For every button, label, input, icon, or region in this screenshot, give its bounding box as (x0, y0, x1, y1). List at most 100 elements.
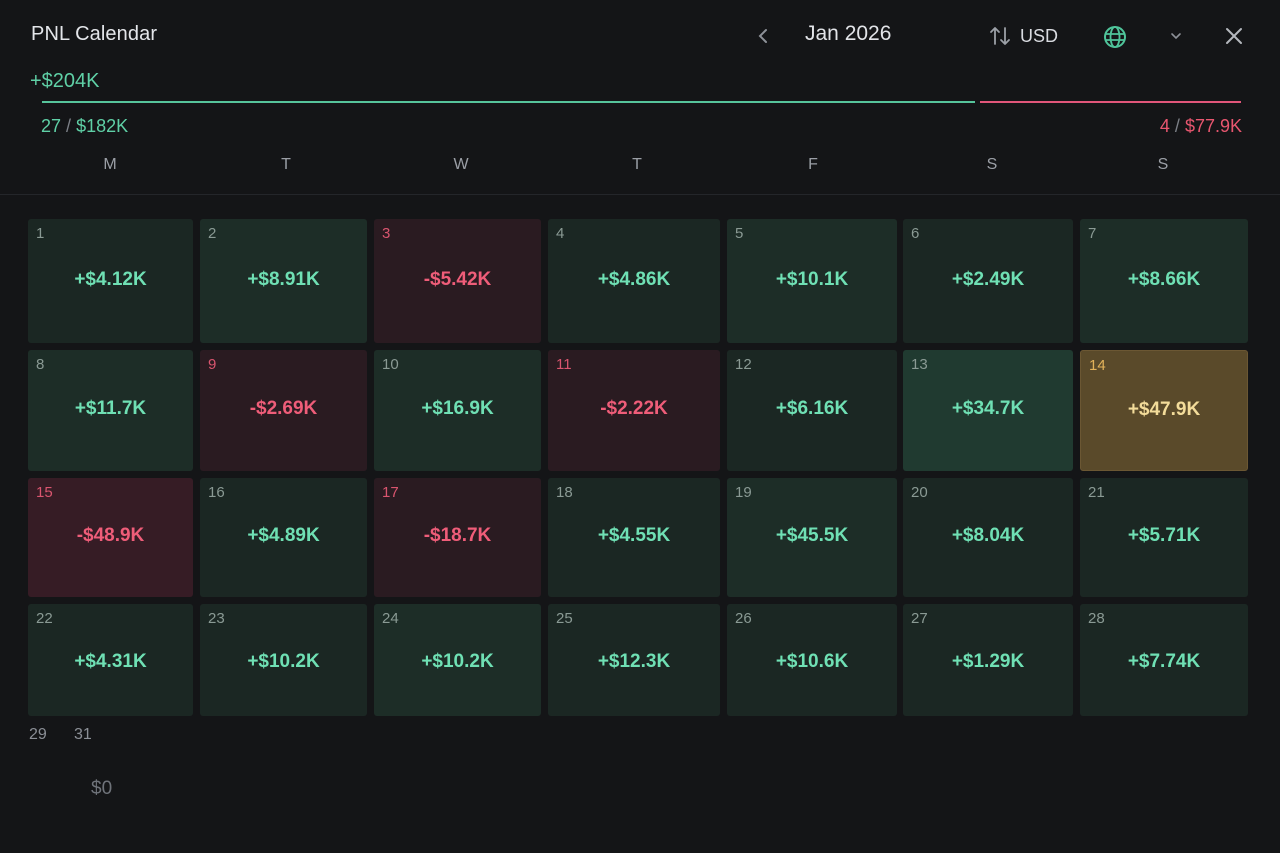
day-cell[interactable]: 4 +$4.86K (548, 219, 720, 343)
weekday-wed: W (453, 156, 469, 173)
day-number: 19 (735, 484, 752, 501)
loss-separator: / (1174, 116, 1180, 136)
win-count: 27 (41, 116, 62, 136)
day-pnl-value: -$2.69K (249, 398, 318, 419)
day-cell[interactable]: 25 +$12.3K (548, 604, 720, 716)
day-cell[interactable]: 8 +$11.7K (28, 350, 193, 471)
day-pnl-value: +$1.29K (951, 651, 1025, 672)
day-number: 14 (1089, 357, 1106, 374)
day-number: 8 (36, 356, 45, 373)
day-cell[interactable]: 3 -$5.42K (374, 219, 541, 343)
day-pnl-value: +$8.04K (951, 525, 1025, 546)
day-pnl-value: +$10.1K (775, 269, 849, 290)
day-number: 18 (556, 484, 573, 501)
loss-amount: $77.9K (1184, 116, 1242, 136)
day-pnl-value: -$5.42K (423, 269, 492, 290)
globe-icon (1104, 26, 1126, 48)
day-number: 21 (1088, 484, 1105, 501)
chevron-down-icon (1171, 33, 1181, 40)
day-cell[interactable]: 7 +$8.66K (1080, 219, 1248, 343)
day-pnl-value: +$5.71K (1127, 525, 1201, 546)
day-cell[interactable]: 23 +$10.2K (200, 604, 367, 716)
day-cell[interactable]: 22 +$4.31K (28, 604, 193, 716)
day-number: 26 (735, 610, 752, 627)
day-cell[interactable]: 12 +$6.16K (727, 350, 897, 471)
day-number: 22 (36, 610, 53, 627)
day-cell[interactable]: 6 +$2.49K (903, 219, 1073, 343)
day-number: 7 (1088, 225, 1097, 242)
day-cell[interactable]: 27 +$1.29K (903, 604, 1073, 716)
page-title: PNL Calendar (31, 23, 158, 45)
day-pnl-value: +$45.5K (775, 525, 849, 546)
weekday-fri: F (808, 156, 818, 173)
day-31-label: 31 (74, 726, 92, 743)
close-icon (1226, 28, 1242, 44)
win-summary: 27 / $182K (41, 116, 128, 137)
win-separator: / (66, 116, 72, 136)
day-number: 20 (911, 484, 928, 501)
day-cell[interactable]: 13 +$34.7K (903, 350, 1073, 471)
weekday-sat: S (986, 156, 998, 173)
prev-month-button[interactable] (750, 22, 776, 50)
day-cell[interactable]: 10 +$16.9K (374, 350, 541, 471)
win-ratio-bar (42, 101, 975, 103)
day-number: 15 (36, 484, 53, 501)
day-cell[interactable]: 18 +$4.55K (548, 478, 720, 597)
day-cell[interactable]: 17 -$18.7K (374, 478, 541, 597)
day-cell[interactable]: 24 +$10.2K (374, 604, 541, 716)
day-cell[interactable]: 11 -$2.22K (548, 350, 720, 471)
day-cell[interactable]: 5 +$10.1K (727, 219, 897, 343)
day-number: 17 (382, 484, 399, 501)
month-label[interactable]: Jan 2026 (805, 22, 892, 45)
day-cell[interactable]: 2 +$8.91K (200, 219, 367, 343)
weekday-thu: T (632, 156, 642, 173)
day-cell[interactable]: 1 +$4.12K (28, 219, 193, 343)
day-number: 13 (911, 356, 928, 373)
options-dropdown-button[interactable] (1164, 24, 1188, 48)
day-number: 1 (36, 225, 45, 242)
day-pnl-value: +$10.2K (421, 651, 494, 672)
win-amount: $182K (76, 116, 129, 136)
chevron-left-icon (758, 29, 767, 43)
close-button[interactable] (1220, 22, 1248, 50)
day-number: 24 (382, 610, 399, 627)
day-29-label: 29 (29, 726, 47, 743)
total-pnl: +$204K (30, 70, 100, 92)
day-cell[interactable]: 21 +$5.71K (1080, 478, 1248, 597)
day-number: 16 (208, 484, 225, 501)
day-cell[interactable]: 9 -$2.69K (200, 350, 367, 471)
day-pnl-value: +$4.89K (247, 525, 320, 546)
day-cell[interactable]: 15 -$48.9K (28, 478, 193, 597)
loss-ratio-bar (980, 101, 1241, 103)
day-number: 4 (556, 225, 565, 242)
day-number: 23 (208, 610, 225, 627)
day-pnl-value: +$10.2K (247, 651, 320, 672)
day-pnl-value: +$10.6K (775, 651, 849, 672)
day-number: 25 (556, 610, 573, 627)
day-pnl-value: +$2.49K (951, 269, 1025, 290)
loss-count: 4 (1159, 116, 1170, 136)
day-number: 11 (556, 356, 572, 373)
day-pnl-value: +$7.74K (1127, 651, 1201, 672)
day-pnl-value: -$18.7K (423, 525, 492, 546)
currency-toggle[interactable]: USD (988, 22, 1058, 50)
swap-vertical-icon (990, 27, 1010, 45)
day-pnl-value: +$16.9K (421, 398, 494, 419)
day-pnl-value: +$4.31K (74, 651, 147, 672)
day-cell[interactable]: 16 +$4.89K (200, 478, 367, 597)
day-pnl-value: -$48.9K (76, 525, 145, 546)
day-cell[interactable]: 26 +$10.6K (727, 604, 897, 716)
day-number: 6 (911, 225, 920, 242)
day-cell[interactable]: 19 +$45.5K (727, 478, 897, 597)
weekday-tue: T (281, 156, 291, 173)
day-number: 27 (911, 610, 928, 627)
day-cell[interactable]: 28 +$7.74K (1080, 604, 1248, 716)
day-cell[interactable]: 20 +$8.04K (903, 478, 1073, 597)
day-cell[interactable]: 14 +$47.9K (1080, 350, 1248, 471)
header-divider (0, 194, 1280, 195)
globe-button[interactable] (1101, 23, 1129, 51)
day-pnl-value: +$4.86K (597, 269, 671, 290)
day-pnl-value: +$6.16K (775, 398, 849, 419)
day-pnl-value: +$12.3K (597, 651, 671, 672)
